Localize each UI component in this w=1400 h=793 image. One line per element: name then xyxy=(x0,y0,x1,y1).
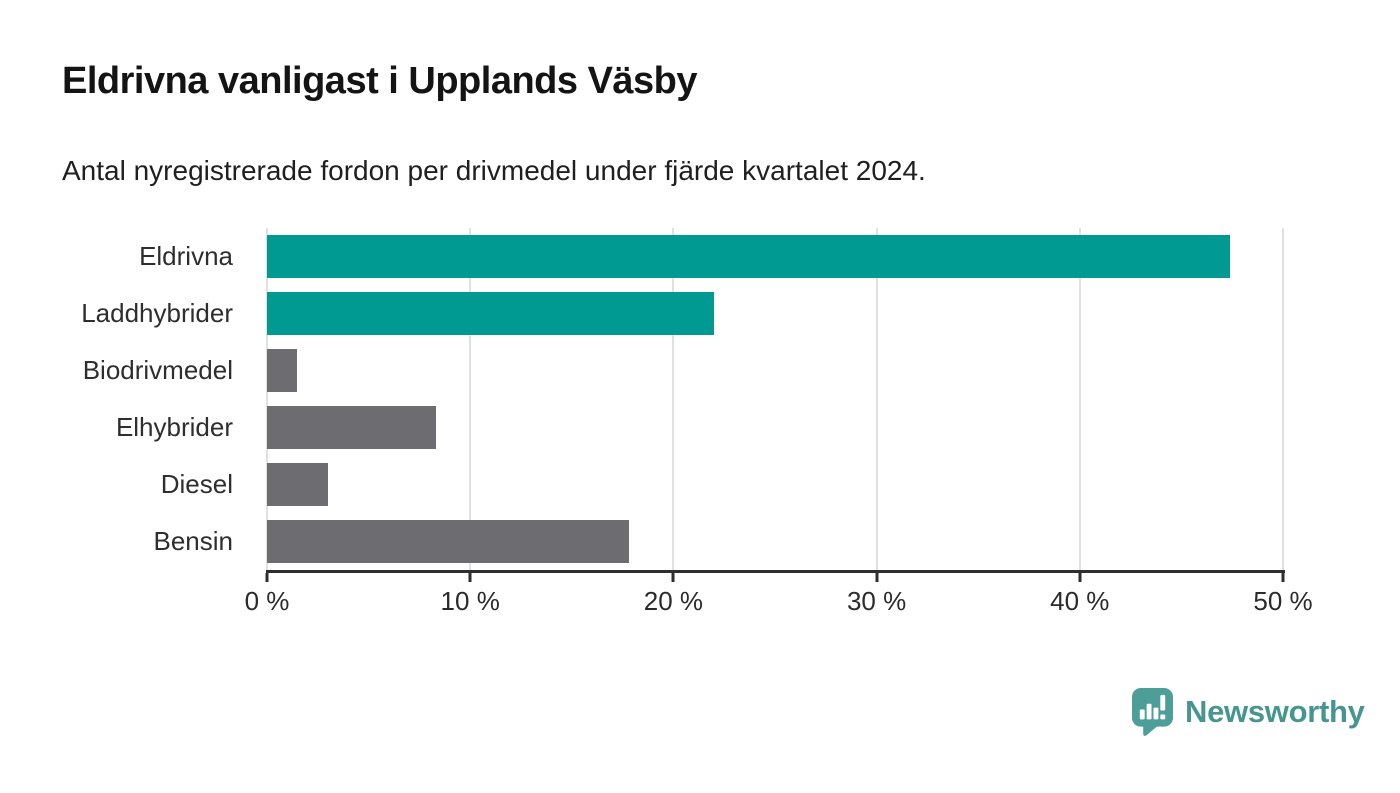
gridline xyxy=(875,228,878,570)
category-label: Elhybrider xyxy=(115,412,233,442)
logo-bubble-shape xyxy=(1131,688,1174,736)
bar xyxy=(267,406,436,449)
newsworthy-logo-text: Newsworthy xyxy=(1185,694,1365,729)
chart-title: Eldrivna vanligast i Upplands Väsby xyxy=(62,60,698,102)
bar xyxy=(267,235,1231,278)
logo-barchart-glyph xyxy=(1139,694,1166,720)
gridline xyxy=(1078,228,1081,570)
category-label: Bensin xyxy=(153,526,234,556)
axis-tick-label: 50 % xyxy=(1253,586,1313,616)
axis-tick xyxy=(265,573,269,582)
newsworthy-logo: Newsworthy xyxy=(1131,687,1365,737)
axis-tick xyxy=(468,573,472,582)
bar xyxy=(267,463,328,506)
gridline xyxy=(1282,228,1284,570)
category-label: Laddhybrider xyxy=(81,298,233,328)
category-labels: Eldrivna Laddhybrider Biodrivmedel Elhybrid… xyxy=(0,228,250,570)
axis-tick xyxy=(671,573,675,582)
gridline xyxy=(672,228,675,570)
category-label: Diesel xyxy=(160,469,233,499)
axis-tick-label: 40 % xyxy=(1050,586,1110,616)
axis-tick-label: 30 % xyxy=(846,586,907,616)
axis-tick xyxy=(1078,573,1082,582)
bar xyxy=(267,349,298,392)
bar xyxy=(267,292,715,335)
bar-chart: Eldrivna Laddhybrider Biodrivmedel Elhybrid… xyxy=(0,228,1400,628)
gridline xyxy=(469,228,472,570)
chart-subtitle: Antal nyregistrerade fordon per drivmede… xyxy=(62,155,926,186)
axis-tick xyxy=(875,573,879,582)
axis-tick-label: 0 % xyxy=(244,586,290,616)
category-label: Eldrivna xyxy=(139,241,233,271)
x-axis-line xyxy=(266,570,1285,573)
bar xyxy=(267,520,629,563)
axis-tick-label: 20 % xyxy=(643,586,704,616)
gridline xyxy=(266,228,268,570)
axis-tick-label: 10 % xyxy=(440,586,500,616)
x-axis-ticks: 0 % 10 % 20 % 30 % 40 % 50 % xyxy=(245,573,1313,623)
plot-area xyxy=(266,228,1284,570)
category-label: Biodrivmedel xyxy=(82,355,233,385)
newsworthy-pin-barchart-icon xyxy=(1131,688,1174,736)
axis-tick xyxy=(1281,573,1285,582)
